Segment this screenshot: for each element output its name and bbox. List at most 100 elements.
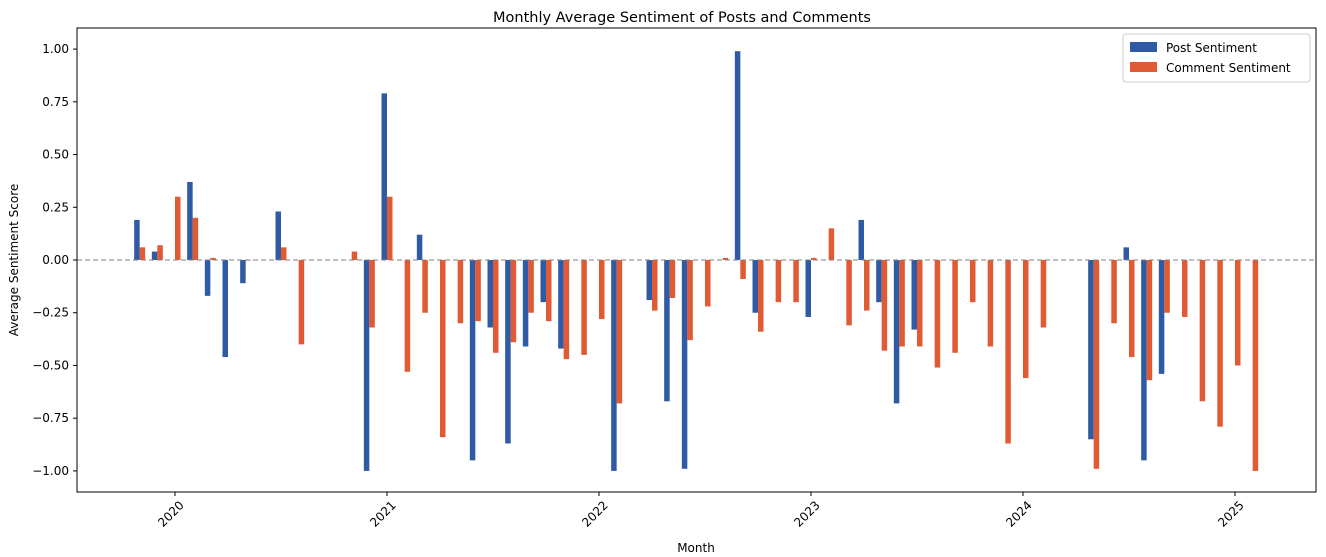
y-axis: −1.00 −0.75 −0.50 −0.25 0.00 0.25 0.50 0.75 1.00	[32, 42, 77, 478]
comment-sentiment-bar	[1252, 260, 1259, 471]
post-sentiment-bar	[558, 260, 564, 349]
post-sentiment-bar	[275, 211, 281, 260]
comment-sentiment-bar	[581, 260, 587, 355]
post-sentiment-bar	[876, 260, 882, 303]
comment-sentiment-bar	[440, 260, 446, 438]
post-sentiment-bar	[487, 260, 493, 328]
post-sentiment-bar	[893, 260, 900, 404]
legend-label-post: Post Sentiment	[1166, 41, 1257, 55]
post-sentiment-bar	[381, 93, 387, 260]
comment-sentiment-bar	[705, 260, 711, 307]
post-sentiment-bar	[222, 260, 228, 358]
legend-frame	[1122, 33, 1311, 83]
post-sentiment-bar	[1123, 247, 1129, 260]
legend-swatch-post	[1130, 42, 1157, 52]
post-sentiment-bar	[858, 219, 864, 260]
post-sentiment-bar	[469, 260, 476, 461]
comment-sentiment-bar	[298, 260, 305, 345]
comment-sentiment-bar	[1129, 260, 1135, 358]
comment-sentiment-bar	[351, 251, 358, 260]
x-tick-label: 2025	[1215, 498, 1246, 529]
comment-sentiment-bar	[422, 260, 428, 313]
legend-swatch-comment	[1130, 62, 1157, 72]
post-sentiment-bar	[416, 234, 423, 260]
post-sentiment-bar	[734, 51, 741, 261]
comment-sentiment-bar	[457, 260, 464, 324]
comment-sentiment-bar	[758, 260, 764, 332]
post-sentiment-bar	[681, 260, 688, 469]
comment-sentiment-bar	[139, 247, 146, 260]
y-tick-label: 0.50	[42, 148, 69, 162]
comment-sentiment-bar	[369, 260, 375, 328]
post-sentiment-bar	[505, 260, 511, 444]
comment-sentiment-bar	[1182, 260, 1188, 317]
comment-sentiment-bar	[846, 260, 852, 326]
comment-sentiment-bar	[1199, 260, 1206, 402]
comment-sentiment-bar	[510, 260, 517, 343]
x-tick-label: 2021	[367, 498, 398, 529]
y-tick-label: −0.75	[32, 411, 69, 425]
post-sentiment-bar	[611, 260, 617, 471]
post-sentiment-bar	[240, 260, 246, 284]
comment-sentiment-bar	[1235, 260, 1241, 366]
comment-sentiment-bar	[864, 260, 870, 311]
post-sentiment-bar	[134, 219, 140, 260]
comment-sentiment-bar	[775, 260, 782, 303]
y-tick-label: −1.00	[32, 464, 69, 478]
comment-sentiment-bar	[404, 260, 411, 372]
y-axis-label: Average Sentiment Score	[7, 184, 21, 337]
comment-sentiment-bar	[740, 260, 746, 279]
x-axis: 2020 2021 2022 2023 2024 2025	[155, 492, 1247, 530]
post-sentiment-bar	[540, 260, 546, 303]
comment-sentiment-bar	[475, 260, 481, 322]
comment-sentiment-bar	[1005, 260, 1011, 444]
comment-sentiment-bar	[1023, 260, 1029, 379]
post-sentiment-bar	[752, 260, 758, 313]
comment-sentiment-bar	[669, 260, 676, 298]
comment-sentiment-bar	[652, 260, 658, 311]
comment-sentiment-bar	[917, 260, 923, 347]
comment-sentiment-bar	[493, 260, 499, 353]
post-sentiment-bar	[805, 260, 811, 317]
x-tick-label: 2023	[791, 498, 822, 529]
comment-sentiment-bar	[175, 196, 181, 260]
post-sentiment-bar	[1088, 260, 1094, 440]
x-tick-label: 2022	[579, 498, 610, 529]
post-sentiment-bar	[522, 260, 529, 347]
y-tick-label: 0.75	[42, 95, 69, 109]
comment-sentiment-bar	[811, 257, 817, 260]
comment-sentiment-bar	[970, 260, 976, 303]
legend: Post Sentiment Comment Sentiment	[1122, 33, 1311, 83]
post-sentiment-bar	[1158, 260, 1165, 374]
comment-sentiment-bar	[192, 217, 199, 260]
comment-sentiment-bar	[210, 257, 216, 260]
y-tick-label: −0.50	[32, 358, 69, 372]
post-sentiment-bar	[187, 181, 193, 260]
x-axis-label: Month	[677, 541, 715, 555]
bars-layer	[134, 51, 1259, 471]
comment-sentiment-bar	[881, 260, 888, 351]
comment-sentiment-bar	[793, 260, 799, 303]
comment-sentiment-bar	[722, 257, 729, 260]
comment-sentiment-bar	[546, 260, 552, 322]
post-sentiment-bar	[363, 260, 370, 471]
chart-title: Monthly Average Sentiment of Posts and C…	[493, 10, 871, 26]
post-sentiment-bar	[664, 260, 670, 402]
comment-sentiment-bar	[987, 260, 994, 347]
comment-sentiment-bar	[1146, 260, 1153, 381]
comment-sentiment-bar	[528, 260, 534, 313]
comment-sentiment-bar	[952, 260, 958, 353]
post-sentiment-bar	[911, 260, 917, 330]
y-tick-label: 0.00	[42, 253, 69, 267]
comment-sentiment-bar	[828, 228, 835, 260]
comment-sentiment-bar	[1040, 260, 1047, 328]
comment-sentiment-bar	[1217, 260, 1223, 427]
post-sentiment-bar	[1141, 260, 1147, 461]
comment-sentiment-bar	[899, 260, 905, 347]
comment-sentiment-bar	[387, 196, 393, 260]
y-tick-label: 0.25	[42, 200, 69, 214]
y-tick-label: 1.00	[42, 42, 69, 56]
post-sentiment-bar	[151, 251, 158, 260]
comment-sentiment-bar	[616, 260, 623, 404]
